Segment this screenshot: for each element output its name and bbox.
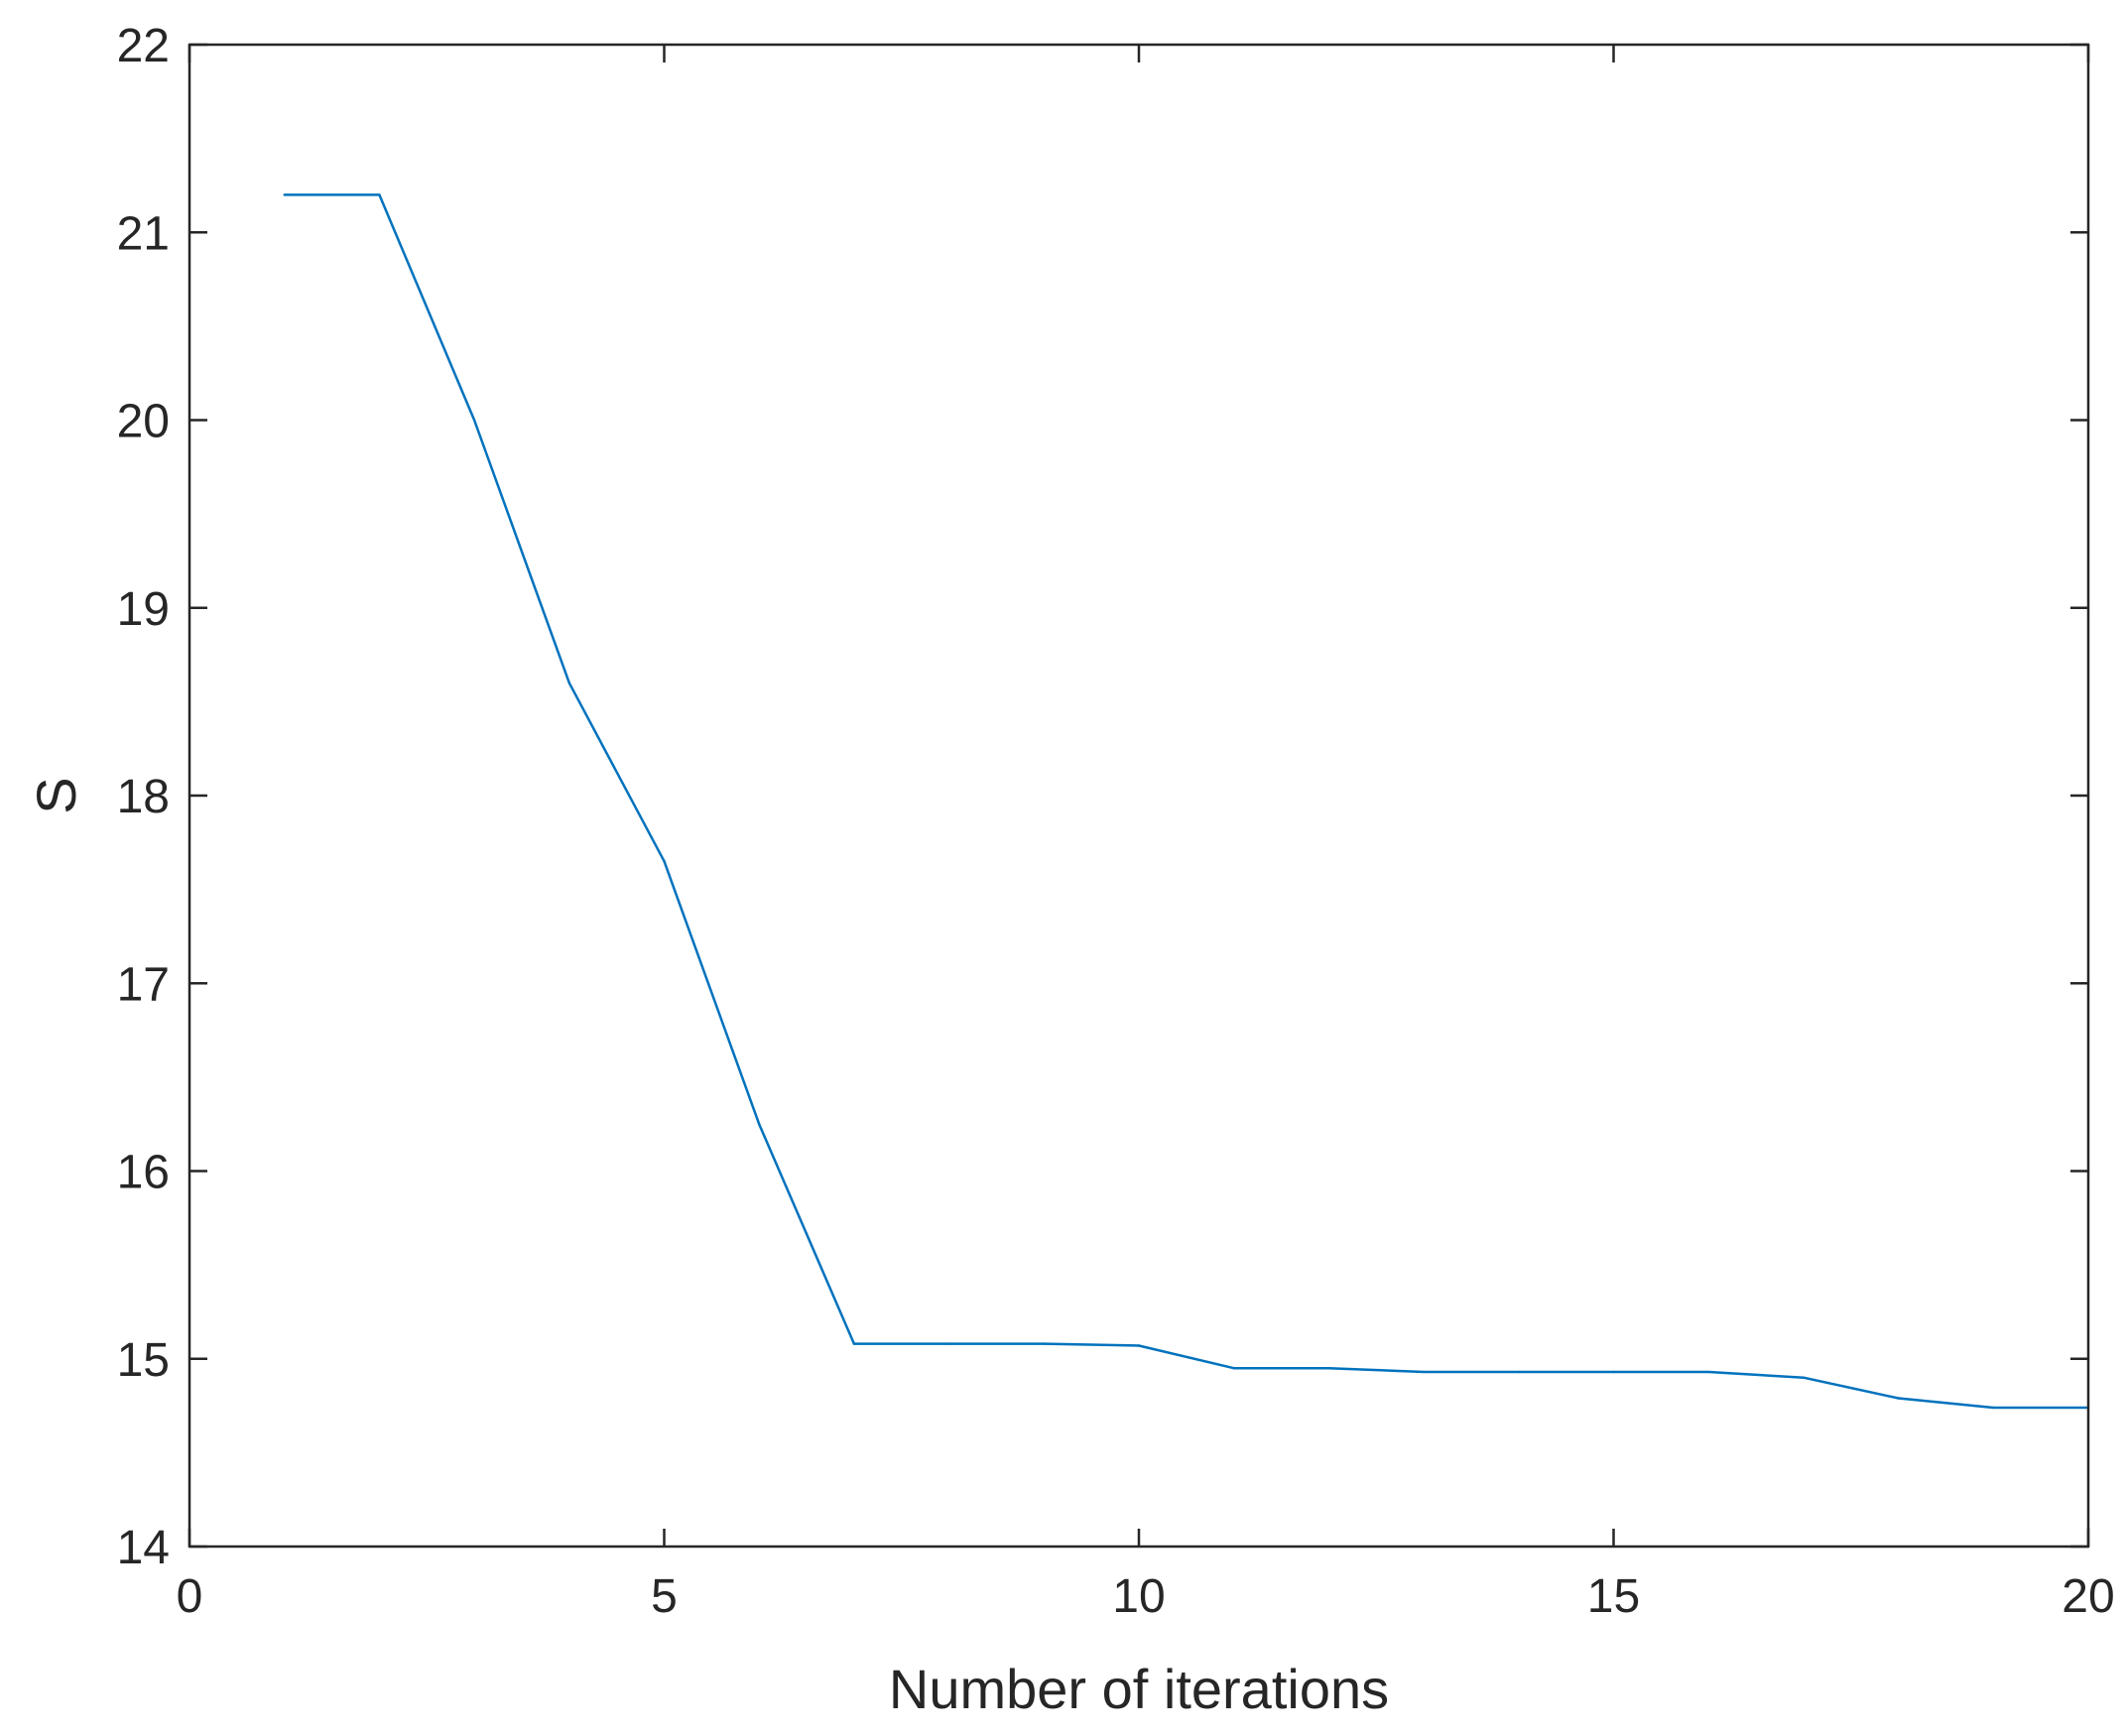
data-point: [852, 1342, 856, 1345]
data-point: [1422, 1370, 1426, 1374]
y-tick-label: 22: [117, 20, 170, 72]
x-tick-label: 5: [651, 1570, 678, 1623]
data-point: [947, 1342, 950, 1345]
data-point: [663, 860, 666, 863]
data-point: [1707, 1370, 1710, 1374]
y-tick-label: 19: [117, 583, 170, 636]
data-point: [283, 193, 286, 196]
y-tick-label: 20: [117, 396, 170, 448]
data-point: [1992, 1406, 1995, 1410]
y-tick-label: 16: [117, 1147, 170, 1199]
y-tick-label: 18: [117, 771, 170, 823]
y-axis-label: S: [25, 777, 87, 813]
y-tick-label: 17: [117, 958, 170, 1011]
data-point: [378, 193, 381, 196]
axis-tick-labels: 0 5 10 15 20 14 15 16 17 18 19 20 21 22: [117, 20, 2115, 1623]
data-point: [567, 682, 570, 684]
x-tick-label: 10: [1112, 1570, 1165, 1623]
data-point: [1517, 1370, 1521, 1374]
data-point: [1137, 1344, 1141, 1347]
y-tick-label: 15: [117, 1334, 170, 1387]
data-point: [1802, 1376, 1806, 1379]
x-axis-label: Number of iterations: [889, 1658, 1389, 1720]
x-tick-label: 0: [177, 1570, 203, 1623]
y-tick-label: 21: [117, 207, 170, 260]
plot-area-frame: [188, 43, 2090, 1549]
data-point: [472, 419, 476, 422]
series-line: [284, 193, 2088, 1410]
data-point: [1327, 1367, 1330, 1370]
data-point: [1612, 1370, 1615, 1374]
data-point: [1043, 1342, 1046, 1345]
y-tick-label: 14: [117, 1522, 170, 1574]
x-tick-label: 20: [2062, 1570, 2114, 1623]
data-point: [1897, 1397, 1900, 1400]
x-tick-label: 15: [1587, 1570, 1640, 1623]
data-point: [1232, 1367, 1235, 1370]
data-point: [758, 1122, 761, 1126]
